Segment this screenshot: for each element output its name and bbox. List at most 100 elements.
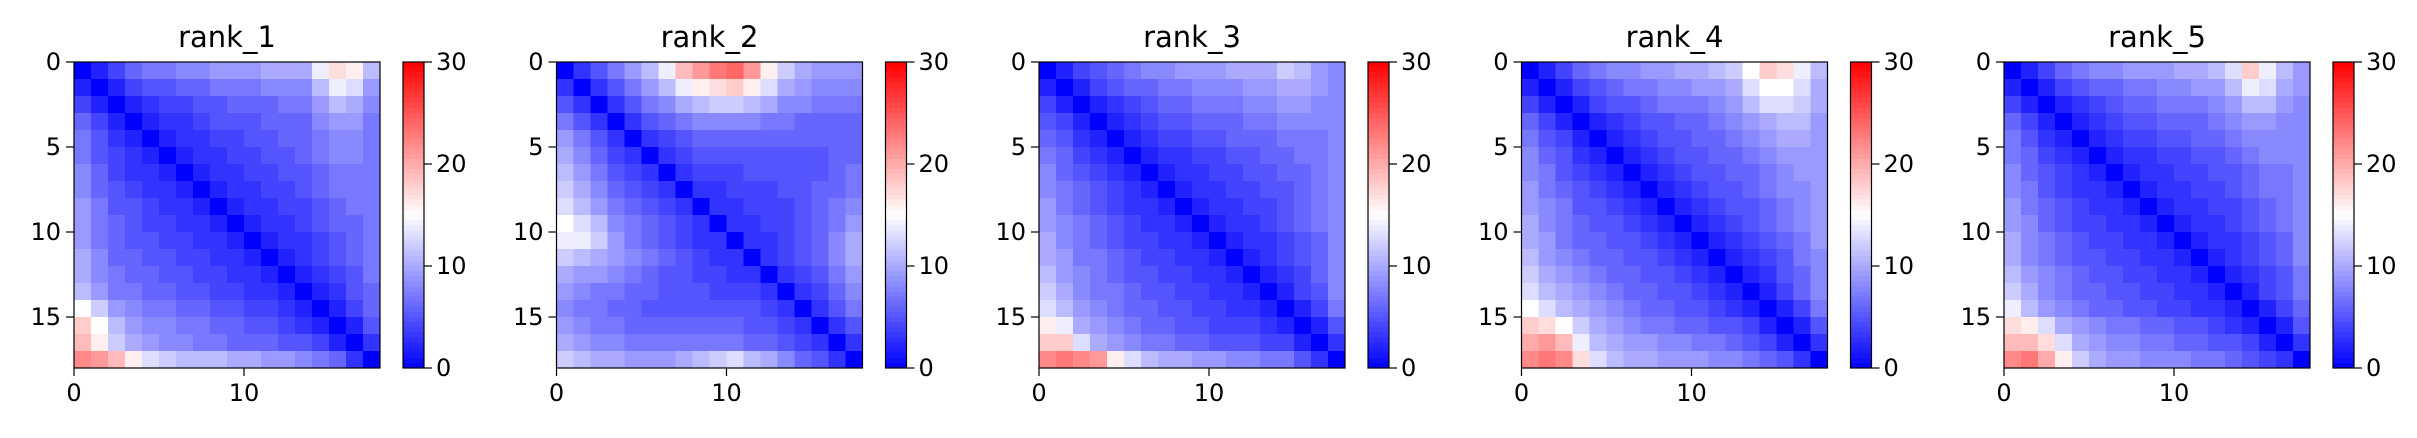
heatmap-cell <box>1260 249 1278 267</box>
heatmap-cell <box>176 62 194 80</box>
heatmap-cell <box>108 147 126 165</box>
x-tick-label: 0 <box>549 379 564 407</box>
colorbar-band <box>1368 164 1389 170</box>
heatmap-cell <box>1640 283 1659 301</box>
heatmap-cell <box>2191 317 2209 335</box>
heatmap-cell <box>556 232 575 250</box>
heatmap-cell <box>2123 215 2141 233</box>
heatmap-cell <box>760 130 779 148</box>
heatmap-cell <box>1124 317 1142 335</box>
heatmap-cell <box>1141 266 1159 284</box>
colorbar-band <box>885 317 907 323</box>
heatmap-cell <box>2055 164 2073 182</box>
heatmap-cell <box>2140 215 2158 233</box>
heatmap-cell <box>624 266 643 284</box>
heatmap-cell <box>159 283 177 301</box>
heatmap-cell <box>1657 198 1676 216</box>
colorbar-band <box>885 169 907 175</box>
heatmap-cell <box>1810 79 1829 97</box>
heatmap-cell <box>159 62 177 80</box>
heatmap-cell <box>760 147 779 165</box>
heatmap-cell <box>1209 164 1227 182</box>
heatmap-cell <box>2157 113 2175 131</box>
heatmap-cell <box>210 266 228 284</box>
heatmap-cell <box>2225 181 2243 199</box>
heatmap-cell <box>2293 181 2311 199</box>
heatmap-cell <box>692 334 711 352</box>
heatmap-cell <box>1073 181 1091 199</box>
y-tick-label: 0 <box>1493 48 1508 76</box>
heatmap-cell <box>2072 62 2090 80</box>
heatmap-cell <box>176 283 194 301</box>
heatmap-cell <box>1521 96 1540 114</box>
heatmap-cell <box>2055 79 2073 97</box>
colorbar-band <box>885 250 907 257</box>
heatmap-cell <box>811 96 830 114</box>
heatmap-cell <box>227 62 245 80</box>
axes-frame <box>2003 61 2311 369</box>
heatmap-cell <box>709 181 728 199</box>
colorbar-tick-label: 10 <box>919 252 950 280</box>
heatmap-cell <box>1175 181 1193 199</box>
heatmap-cell <box>1243 113 1261 131</box>
heatmap-cell <box>1158 62 1176 80</box>
heatmap-cell <box>2157 62 2175 80</box>
heatmap-cell <box>1311 215 1329 233</box>
heatmap-cell <box>1328 334 1346 352</box>
heatmap-cell <box>142 130 160 148</box>
colorbar-band <box>885 311 907 318</box>
heatmap-cell <box>1260 130 1278 148</box>
colorbar-band <box>885 266 907 272</box>
heatmap-cell <box>590 232 609 250</box>
heatmap-cell <box>176 249 194 267</box>
heatmap-cell <box>590 96 609 114</box>
colorbar-band <box>885 184 907 191</box>
heatmap-cell <box>1311 130 1329 148</box>
colorbar-band <box>885 301 907 308</box>
heatmap-cell <box>278 113 296 131</box>
heatmap-cell <box>2208 215 2226 233</box>
heatmap-cell <box>641 181 660 199</box>
heatmap-cell <box>2259 147 2277 165</box>
y-tick-label: 10 <box>30 218 61 246</box>
heatmap-cell <box>295 334 313 352</box>
heatmap-cell <box>624 113 643 131</box>
colorbar-band <box>885 357 907 364</box>
heatmap-cell <box>1555 96 1574 114</box>
heatmap-cell <box>2157 79 2175 97</box>
heatmap-cell <box>1776 232 1795 250</box>
colorbar-band <box>885 255 907 262</box>
heatmap-cell <box>1623 317 1642 335</box>
heatmap-cell <box>142 215 160 233</box>
heatmap-cell <box>1107 164 1125 182</box>
heatmap-cell <box>2072 232 2090 250</box>
heatmap-cell <box>590 147 609 165</box>
heatmap-cell <box>1691 249 1710 267</box>
heatmap-cell <box>1192 334 1210 352</box>
heatmap-cell <box>1209 266 1227 284</box>
heatmap-cell <box>658 300 677 318</box>
heatmap-cell <box>1311 351 1329 369</box>
colorbar-band <box>885 260 907 267</box>
heatmap-cell <box>1759 232 1778 250</box>
heatmap-cell <box>658 96 677 114</box>
heatmap-cell <box>2140 130 2158 148</box>
heatmap-cell <box>658 351 677 369</box>
heatmap-cell <box>227 113 245 131</box>
heatmap-cell <box>363 283 381 301</box>
heatmap-cell <box>590 113 609 131</box>
heatmap-cell <box>1124 164 1142 182</box>
heatmap-cell <box>176 79 194 97</box>
heatmap-cell <box>624 181 643 199</box>
colorbar-band <box>1368 179 1389 185</box>
colorbar-band <box>885 352 907 359</box>
heatmap-cell <box>1555 198 1574 216</box>
heatmap-cell <box>2259 181 2277 199</box>
heatmap-cell <box>2055 215 2073 233</box>
colorbar-band <box>2333 271 2354 277</box>
heatmap-cell <box>193 96 211 114</box>
heatmap-cell <box>692 96 711 114</box>
heatmap-cells <box>556 62 864 369</box>
colorbar-band <box>885 87 907 94</box>
